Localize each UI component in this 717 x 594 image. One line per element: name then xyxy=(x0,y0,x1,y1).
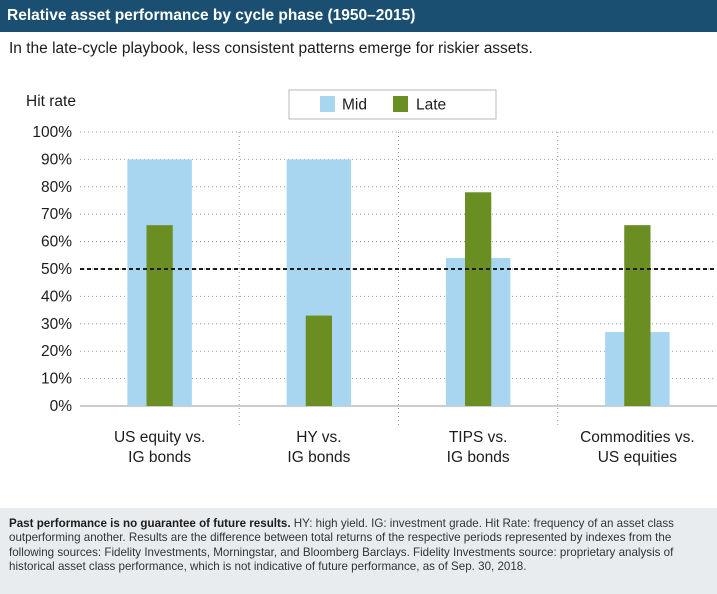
y-tick-label: 100% xyxy=(32,124,72,141)
y-tick-label: 40% xyxy=(41,288,72,305)
legend: Mid Late xyxy=(288,89,497,120)
category-label: IG bonds xyxy=(287,449,350,466)
category-label: Commodities vs. xyxy=(580,429,695,446)
bar-late xyxy=(305,315,333,406)
y-axis-label: Hit rate xyxy=(26,93,76,110)
y-tick-label: 60% xyxy=(41,234,72,251)
y-tick-label: 20% xyxy=(41,343,72,360)
y-tick-label: 0% xyxy=(50,398,73,415)
legend-mid-swatch xyxy=(320,96,335,112)
y-tick-label: 10% xyxy=(41,371,72,388)
category-label: IG bonds xyxy=(128,449,191,466)
y-tick-label: 30% xyxy=(41,316,72,333)
bar-chart: 0% 10% 20% 30% 40% 50% 60% 70% 80% 90% 100% US equ… xyxy=(26,89,717,466)
y-tick-label: 90% xyxy=(41,151,72,168)
bar-late xyxy=(464,192,492,406)
bar-late xyxy=(146,225,173,406)
legend-late-swatch xyxy=(393,96,408,112)
category-label: US equity vs. xyxy=(114,429,205,446)
footnote-text: HY: high yield. IG: investment grade. Hi… xyxy=(9,517,674,573)
legend-mid-label: Mid xyxy=(342,97,367,114)
chart-subtitle: In the late-cycle playbook, less consist… xyxy=(9,40,533,57)
footnote-disclaimer: Past performance is no guarantee of futu… xyxy=(9,517,291,530)
category-label: HY vs. xyxy=(296,429,341,446)
y-tick-label: 80% xyxy=(41,179,72,196)
y-tick-label: 50% xyxy=(41,261,72,278)
y-axis: 0% 10% 20% 30% 40% 50% 60% 70% 80% 90% 100% xyxy=(32,124,72,415)
legend-late-label: Late xyxy=(416,97,446,114)
category-label: IG bonds xyxy=(447,449,510,466)
chart-title: Relative asset performance by cycle phas… xyxy=(0,0,717,32)
y-tick-label: 70% xyxy=(41,206,72,223)
footnote: Past performance is no guarantee of futu… xyxy=(0,508,717,594)
category-label: US equities xyxy=(598,449,678,466)
category-label: TIPS vs. xyxy=(449,429,508,446)
x-axis-category-labels: US equity vs. IG bonds HY vs. IG bonds TIPS … xyxy=(114,429,695,466)
bar-late xyxy=(624,225,651,406)
bars xyxy=(127,159,670,406)
